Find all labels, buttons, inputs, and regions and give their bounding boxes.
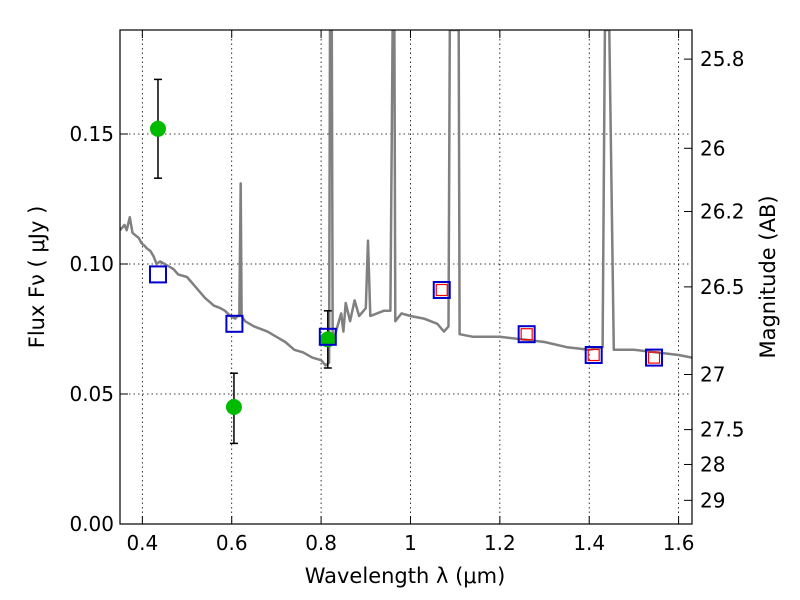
model-photometry-square: [645, 348, 664, 367]
model-photometry-square: [584, 346, 603, 364]
y-axis-left: 0.00 0.05 0.10 0.15: [69, 122, 128, 536]
y-axis-right: 25.8 26 26.2 26.5 27 27.5 28 29: [684, 47, 745, 512]
x-tick-label: 0.6: [216, 531, 248, 555]
y-tick-label: 0.15: [69, 122, 114, 146]
model-photometry-square: [225, 314, 244, 333]
y2-tick-label: 26.5: [700, 275, 745, 299]
x-tick-label: 0.8: [305, 531, 337, 555]
model-photometry-square: [517, 325, 536, 344]
observed-flux-point: [225, 399, 242, 415]
y2-axis-title: Magnitude (AB): [756, 195, 780, 358]
observed-flux-point: [149, 120, 166, 137]
y-tick-label: 0.00: [69, 512, 114, 536]
y2-tick-label: 25.8: [700, 47, 745, 71]
model-photometry-square: [432, 281, 451, 299]
y-tick-label: 0.10: [69, 252, 114, 276]
y2-tick-label: 26.2: [700, 199, 745, 223]
y2-tick-label: 28: [700, 452, 725, 476]
y2-tick-label: 27: [700, 363, 725, 387]
x-axis-title: Wavelength λ (μm): [305, 564, 506, 588]
upper-limit-square: [435, 283, 448, 297]
x-tick-label: 1: [404, 531, 417, 555]
upper-limit-square: [520, 328, 533, 341]
plot-area: [120, 30, 692, 445]
y2-tick-label: 27.5: [700, 418, 745, 442]
y2-tick-label: 26: [700, 136, 725, 160]
y2-tick-label: 29: [700, 488, 725, 512]
model-photometry-square: [148, 265, 167, 284]
upper-limit-square: [647, 351, 661, 364]
x-axis: 0.4 0.6 0.8 1 1.2 1.4 1.6: [126, 30, 695, 555]
upper-limit-square: [587, 348, 600, 362]
x-tick-label: 1.6: [663, 531, 695, 555]
model-photometry-square: [318, 327, 337, 346]
plot-frame: [119, 29, 693, 525]
x-tick-label: 0.4: [126, 531, 158, 555]
y-tick-label: 0.05: [69, 382, 114, 406]
x-tick-label: 1.2: [484, 531, 516, 555]
y-axis-title: Flux Fν ( μJy ): [25, 206, 49, 349]
x-tick-label: 1.4: [573, 531, 605, 555]
grid-lines: [120, 30, 692, 524]
sed-model-line: [120, 30, 692, 367]
